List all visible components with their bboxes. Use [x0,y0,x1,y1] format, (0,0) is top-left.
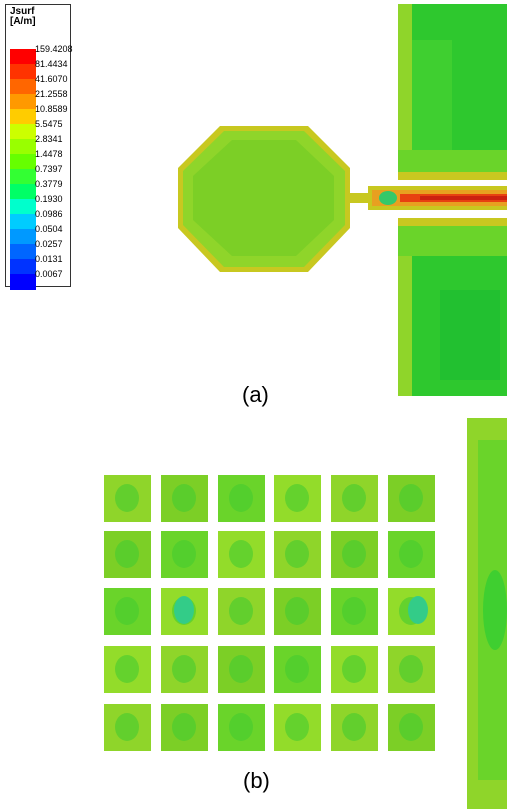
legend-entry: 0.0504 [10,224,70,245]
patch-grid [104,475,435,751]
patch-field-blob [115,713,139,741]
legend-value: 2.8341 [35,134,63,144]
octagon-patch [178,126,350,272]
caption-b: (b) [243,768,270,793]
legend-value: 0.0257 [35,239,63,249]
legend-swatch [10,244,36,260]
legend-entry: 0.3779 [10,179,70,200]
feed-line [343,186,507,210]
legend-swatch [10,94,36,110]
caption-a: (a) [242,382,269,407]
legend-entry: 0.0131 [10,254,70,275]
legend-value: 10.8589 [35,104,68,114]
legend-swatch [10,79,36,95]
patch-field-blob [172,540,196,568]
legend-value: 81.4434 [35,59,68,69]
legend-entry: 10.8589 [10,104,70,125]
legend-swatch [10,199,36,215]
legend-swatch [10,259,36,275]
patch-field-blob [115,540,139,568]
legend-value: 21.2558 [35,89,68,99]
patch-field-blob [285,655,309,683]
legend-swatch [10,229,36,245]
color-legend: Jsurf [A/m] 159.4208 81.4434 41.6070 21.255… [5,4,73,290]
legend-title-line1: Jsurf [10,6,35,17]
patch-field-blob [285,713,309,741]
legend-entry: 1.4478 [10,149,70,170]
patch-field-blob [172,713,196,741]
legend-value: 5.5475 [35,119,63,129]
ground-plane-top [398,4,507,180]
legend-entry: 0.0257 [10,239,70,260]
patch-field-blob [342,540,366,568]
legend-swatch [10,274,36,290]
patch-field-blob [285,540,309,568]
legend-entry: 21.2558 [10,89,70,110]
patch-field-blob [115,597,139,625]
legend-value: 1.4478 [35,149,63,159]
legend-value: 0.7397 [35,164,63,174]
legend-value: 159.4208 [35,44,73,54]
patch-hotspot [408,596,428,624]
legend-value: 0.0986 [35,209,63,219]
legend-swatch [10,109,36,125]
legend-value: 0.0504 [35,224,63,234]
patch-field-blob [342,597,366,625]
patch-field-blob [342,655,366,683]
legend-entry: 0.0067 [10,269,70,290]
patch-field-blob [172,484,196,512]
legend-entry: 0.1930 [10,194,70,215]
legend-entry: 159.4208 [10,44,73,65]
legend-entry: 5.5475 [10,119,70,140]
legend-value: 0.0067 [35,269,63,279]
legend-value: 0.1930 [35,194,63,204]
legend-swatch [10,154,36,170]
legend-swatch [10,139,36,155]
patch-field-blob [399,540,423,568]
patch-field-blob [115,655,139,683]
patch-field-blob [229,655,253,683]
legend-swatch [10,49,36,65]
patch-field-blob [229,540,253,568]
legend-swatch [10,64,36,80]
patch-field-blob [342,713,366,741]
patch-hotspot [174,596,194,624]
legend-entry: 0.7397 [10,164,70,185]
patch-field-blob [285,597,309,625]
patch-field-blob [399,655,423,683]
legend-value: 0.3779 [35,179,63,189]
patch-field-blob [399,484,423,512]
legend-entry: 41.6070 [10,74,70,95]
legend-title: Jsurf [A/m] [10,7,36,27]
legend-entry: 0.0986 [10,209,70,230]
patch-field-blob [229,713,253,741]
patch-field-blob [172,655,196,683]
legend-value: 41.6070 [35,74,68,84]
legend-entry: 81.4434 [10,59,70,80]
legend-swatch [10,184,36,200]
patch-field-blob [229,597,253,625]
ground-plane-bottom [398,218,507,396]
legend-value: 0.0131 [35,254,63,264]
patch-field-blob [115,484,139,512]
ground-strip-b [467,418,507,809]
patch-field-blob [342,484,366,512]
legend-swatch [10,214,36,230]
legend-entry: 2.8341 [10,134,70,155]
legend-swatch [10,124,36,140]
legend-title-line2: [A/m] [10,16,36,27]
patch-field-blob [229,484,253,512]
legend-swatch [10,169,36,185]
patch-field-blob [285,484,309,512]
patch-field-blob [399,713,423,741]
